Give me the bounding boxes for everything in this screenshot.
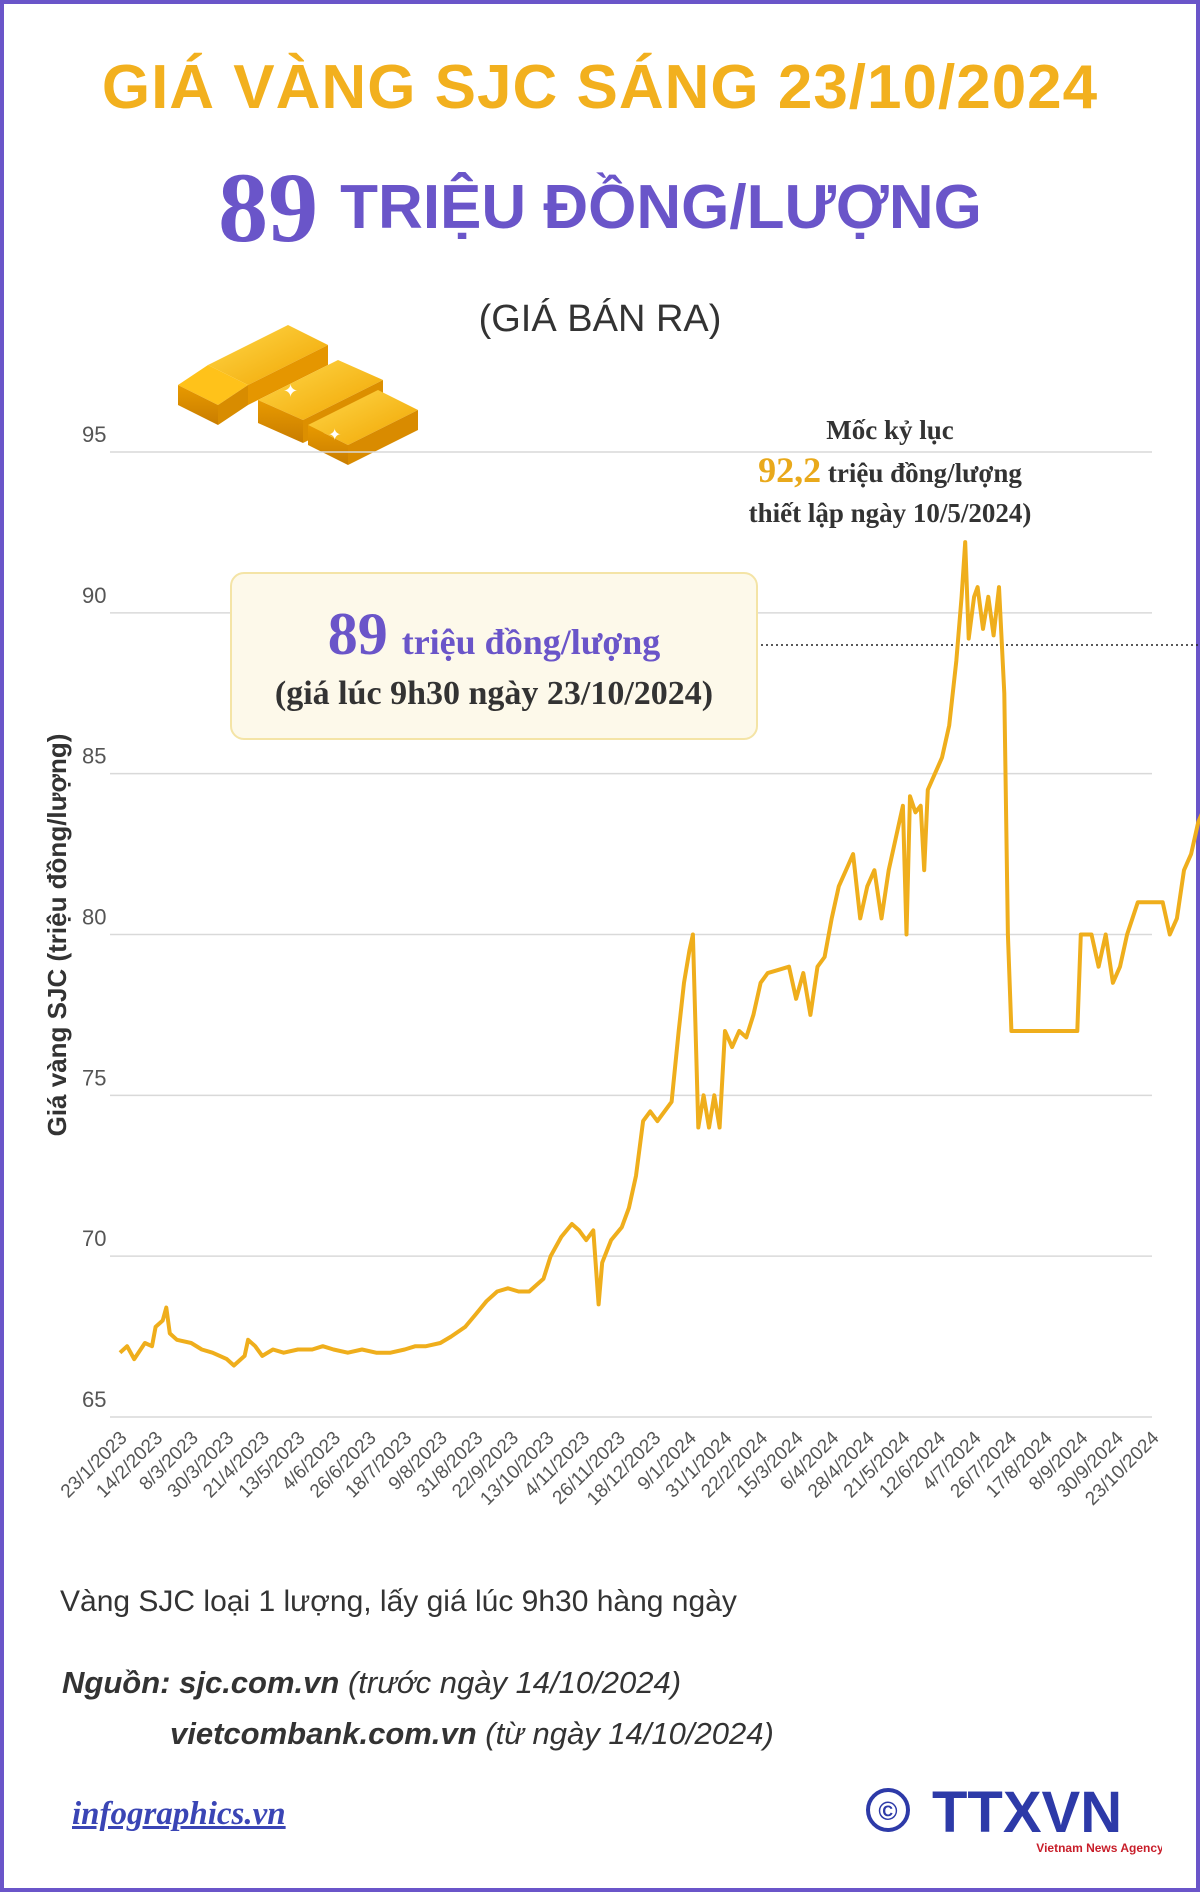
y-axis-ticks: 95 90 85 80 75 70 65 (82, 422, 106, 1412)
y-tick-label: 90 (82, 583, 106, 608)
source-1-note: (trước ngày 14/10/2024) (347, 1665, 682, 1700)
series-line-sjc-price (118, 540, 1200, 1368)
x-axis-ticks: 23/1/202314/2/20238/3/202330/3/202321/4/… (57, 1427, 1164, 1509)
svg-text:✦: ✦ (328, 425, 341, 444)
logo-text: TTXVN (932, 1780, 1122, 1845)
footer-note: Vàng SJC loại 1 lượng, lấy giá lúc 9h30 … (60, 1585, 737, 1618)
record-label: Mốc kỷ lục (826, 415, 954, 445)
page-title: GIÁ VÀNG SJC SÁNG 23/10/2024 (101, 53, 1099, 122)
record-annotation: Mốc kỷ lục 92,2 triệu đồng/lượng thiết l… (700, 410, 1080, 533)
y-tick-label: 75 (82, 1065, 106, 1090)
callout-note: (giá lúc 9h30 ngày 23/10/2024) (274, 675, 714, 712)
ttxvn-logo: © TTXVN Vietnam News Agency (866, 1780, 1162, 1855)
copyright-icon: © (878, 1796, 897, 1826)
source-line-2: vietcombank.com.vn (từ ngày 14/10/2024) (170, 1716, 774, 1752)
y-tick-label: 65 (82, 1387, 106, 1412)
source-1: sjc.com.vn (179, 1665, 340, 1700)
record-unit: triệu đồng/lượng (827, 458, 1022, 488)
record-value: 92,2 (758, 450, 822, 490)
svg-text:✦: ✦ (283, 381, 298, 402)
headline-price: 89 TRIỆU ĐỒNG/LƯỢNG (0, 150, 1200, 265)
record-date: thiết lập ngày 10/5/2024) (748, 498, 1032, 528)
source-2-note: (từ ngày 14/10/2024) (485, 1716, 774, 1751)
source-2: vietcombank.com.vn (170, 1716, 477, 1751)
callout-unit: triệu đồng/lượng (401, 622, 661, 662)
headline-price-value: 89 (218, 152, 319, 263)
y-axis-label: Giá vàng SJC (triệu đồng/lượng) (42, 734, 72, 1137)
callout-value: 89 (327, 601, 388, 667)
logo-subtext: Vietnam News Agency (1036, 1841, 1162, 1855)
y-tick-label: 70 (82, 1226, 106, 1251)
current-price-callout: 89 triệu đồng/lượng (giá lúc 9h30 ngày 23… (230, 572, 758, 740)
y-tick-label: 80 (82, 905, 106, 930)
y-tick-label: 95 (82, 422, 106, 447)
page-subtitle: (GIÁ BÁN RA) (478, 298, 722, 340)
headline-price-unit: TRIỆU ĐỒNG/LƯỢNG (340, 173, 982, 242)
y-tick-label: 85 (82, 744, 106, 769)
source-line-1: Nguồn: sjc.com.vn (trước ngày 14/10/2024… (62, 1665, 681, 1701)
source-label: Nguồn: (62, 1665, 171, 1700)
website-link[interactable]: infographics.vn (72, 1796, 286, 1832)
